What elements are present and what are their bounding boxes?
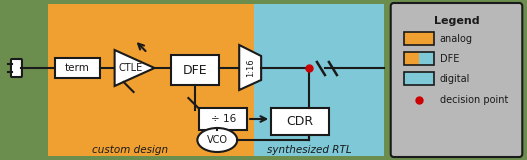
Bar	[271, 108, 329, 135]
Bar	[254, 4, 384, 156]
Text: custom design: custom design	[92, 145, 168, 155]
Text: VCO: VCO	[207, 135, 228, 145]
Bar	[404, 72, 434, 85]
Bar	[199, 108, 247, 130]
Text: CTLE: CTLE	[119, 63, 143, 73]
Text: CDR: CDR	[287, 115, 314, 128]
Text: DFE: DFE	[440, 53, 459, 64]
Text: analog: analog	[440, 33, 473, 44]
Ellipse shape	[197, 128, 237, 152]
FancyBboxPatch shape	[391, 3, 522, 157]
Text: ÷ 16: ÷ 16	[211, 114, 236, 124]
Polygon shape	[239, 45, 261, 90]
Bar	[404, 52, 418, 65]
Text: decision point: decision point	[440, 95, 508, 105]
Bar	[404, 32, 434, 45]
Text: DFE: DFE	[183, 64, 208, 76]
Bar	[55, 58, 100, 78]
Text: Legend: Legend	[434, 16, 480, 26]
FancyBboxPatch shape	[11, 59, 22, 77]
Polygon shape	[115, 50, 154, 86]
Bar	[404, 52, 434, 65]
Text: 1:16: 1:16	[246, 59, 255, 77]
Bar	[48, 4, 332, 156]
Bar	[418, 52, 434, 65]
Bar	[171, 55, 219, 85]
Text: term: term	[65, 63, 90, 73]
Text: digital: digital	[440, 73, 470, 84]
Text: synthesized RTL: synthesized RTL	[267, 145, 352, 155]
